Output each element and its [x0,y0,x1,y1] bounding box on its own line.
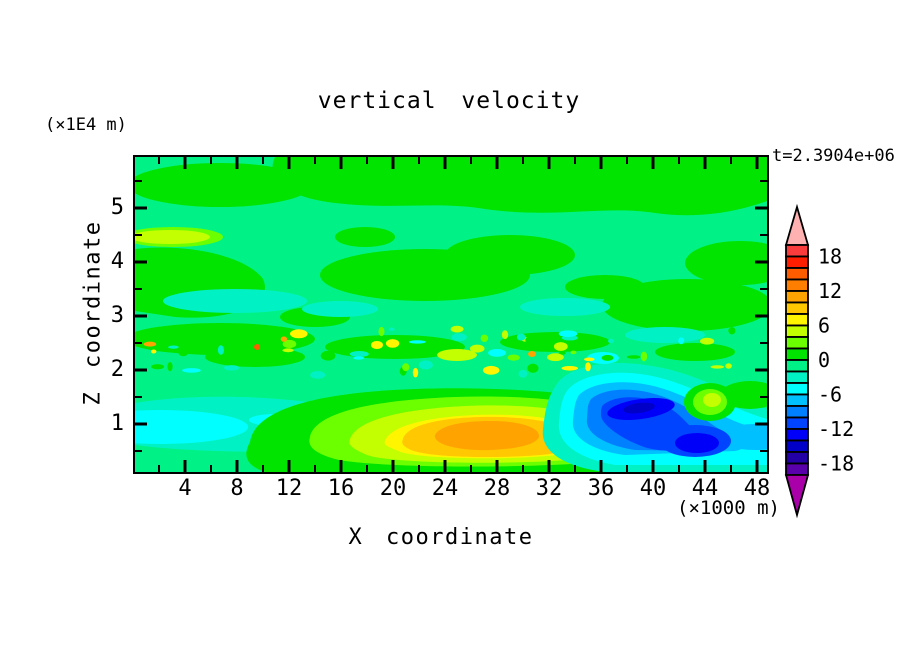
y-axis-label: Z coordinate [81,221,106,406]
chart-title: vertical velocity [133,88,765,114]
plot-area [133,155,769,474]
x-tick-label: 32 [536,476,563,501]
x-tick-label: 16 [328,476,355,501]
x-axis-label: X coordinate [133,525,749,550]
y-tick-label: 1 [80,411,124,436]
colorbar-tick-label: -18 [818,452,854,476]
colorbar-tick-label: 6 [818,314,830,338]
x-axis-unit-label: (×1000 m) [620,497,780,519]
y-axis-unit-label: (×1E4 m) [45,115,127,135]
y-tick-label: 5 [80,195,124,220]
x-tick-label: 12 [276,476,303,501]
colorbar-tick-label: 12 [818,279,842,303]
x-tick-label: 4 [178,476,191,501]
x-tick-label: 36 [588,476,615,501]
colorbar-tick-label: 0 [818,348,830,372]
figure-canvas: vertical velocity (×1E4 m) t=2.3904e+06 [0,0,904,654]
time-annotation: t=2.3904e+06 [772,146,895,166]
x-tick-label: 8 [230,476,243,501]
colorbar-tick-label: 18 [818,245,842,269]
x-tick-label: 28 [484,476,511,501]
colorbar: 18 12 6 0 -6 -12 -18 [780,200,904,522]
colorbar-tick-label: -12 [818,417,854,441]
colorbar-tick-label: -6 [818,383,842,407]
x-tick-label: 24 [432,476,459,501]
contour-field-svg [135,157,767,472]
x-tick-label: 20 [380,476,407,501]
